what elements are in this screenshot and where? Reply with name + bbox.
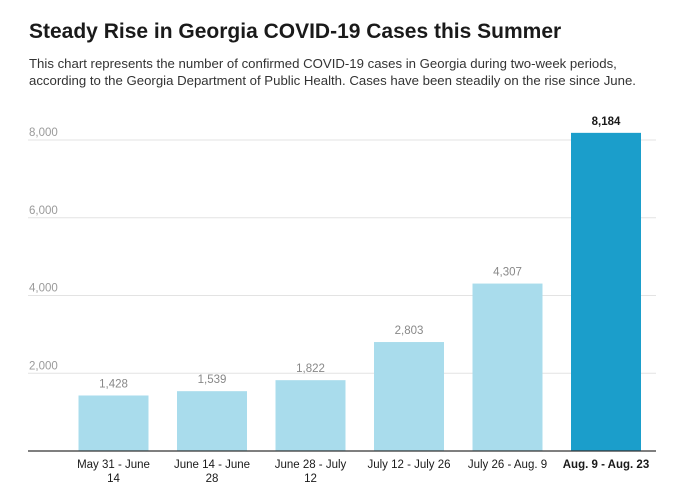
x-tick-label-line: 14 (107, 473, 120, 485)
value-label: 8,184 (592, 116, 621, 128)
gridlines (28, 139, 656, 374)
bar (177, 391, 247, 451)
y-tick-label: 8,000 (29, 127, 58, 139)
x-tick-label: July 12 - July 26 (367, 459, 450, 471)
bar (78, 395, 149, 451)
x-tick-label-line: 12 (304, 473, 317, 485)
x-tick-label-line: May 31 - June (77, 459, 150, 471)
chart-title: Steady Rise in Georgia COVID-19 Cases th… (29, 20, 562, 43)
x-tick-label: July 26 - Aug. 9 (468, 459, 547, 471)
bar (374, 342, 444, 451)
y-tick-label: 2,000 (29, 360, 58, 372)
x-tick-label-line: June 28 - July (275, 459, 347, 471)
x-tick-label-line: July 26 - Aug. 9 (468, 459, 547, 471)
value-label: 1,539 (198, 374, 227, 386)
x-tick-label-line: Aug. 9 - Aug. 23 (563, 459, 649, 471)
y-tick-labels: 2,000 4,000 6,000 8,000 (29, 127, 58, 372)
y-tick-label: 4,000 (29, 283, 58, 295)
x-tick-label: Aug. 9 - Aug. 23 (563, 459, 649, 471)
value-label: 1,428 (99, 378, 128, 390)
x-tick-label-line: July 12 - July 26 (367, 459, 450, 471)
x-tick-label-line: June 14 - June (174, 459, 250, 471)
y-tick-label: 6,000 (29, 205, 58, 217)
x-tick-label-line: 28 (206, 473, 219, 485)
value-labels: 1,428 1,539 1,822 2,803 4,307 8,184 (99, 116, 621, 391)
bar (571, 132, 641, 452)
bars (78, 132, 641, 452)
value-label: 2,803 (395, 325, 424, 337)
x-tick-label: May 31 - June 14 (77, 459, 150, 485)
x-tick-labels: May 31 - June 14 June 14 - June 28 June 28 -… (77, 459, 649, 485)
value-label: 1,822 (296, 363, 325, 375)
bar (275, 380, 346, 451)
chart-subtitle: This chart represents the number of conf… (29, 56, 636, 88)
value-label: 4,307 (493, 267, 522, 279)
x-tick-label: June 14 - June 28 (174, 459, 250, 485)
x-tick-label: June 28 - July 12 (275, 459, 347, 485)
bar (472, 283, 543, 451)
